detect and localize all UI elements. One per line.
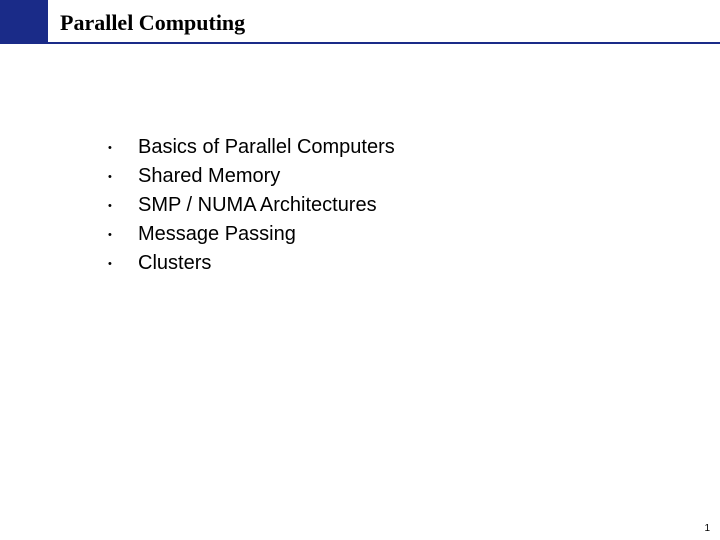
list-item: • Basics of Parallel Computers [108,136,395,159]
list-item: • Message Passing [108,223,395,246]
bullet-icon: • [108,171,138,183]
list-item-label: Basics of Parallel Computers [138,136,395,159]
list-item-label: Message Passing [138,223,296,246]
slide-title: Parallel Computing [60,10,245,36]
bullet-icon: • [108,200,138,212]
header-region: Parallel Computing [0,0,720,56]
page-number: 1 [704,523,710,534]
horizontal-rule [0,42,720,44]
list-item-label: SMP / NUMA Architectures [138,194,377,217]
bullet-icon: • [108,142,138,154]
list-item: • Shared Memory [108,165,395,188]
list-item-label: Clusters [138,252,211,275]
list-item: • Clusters [108,252,395,275]
list-item: • SMP / NUMA Architectures [108,194,395,217]
bullet-icon: • [108,258,138,270]
list-item-label: Shared Memory [138,165,280,188]
bullet-icon: • [108,229,138,241]
bullet-list: • Basics of Parallel Computers • Shared … [108,136,395,281]
logo-box [0,0,48,42]
